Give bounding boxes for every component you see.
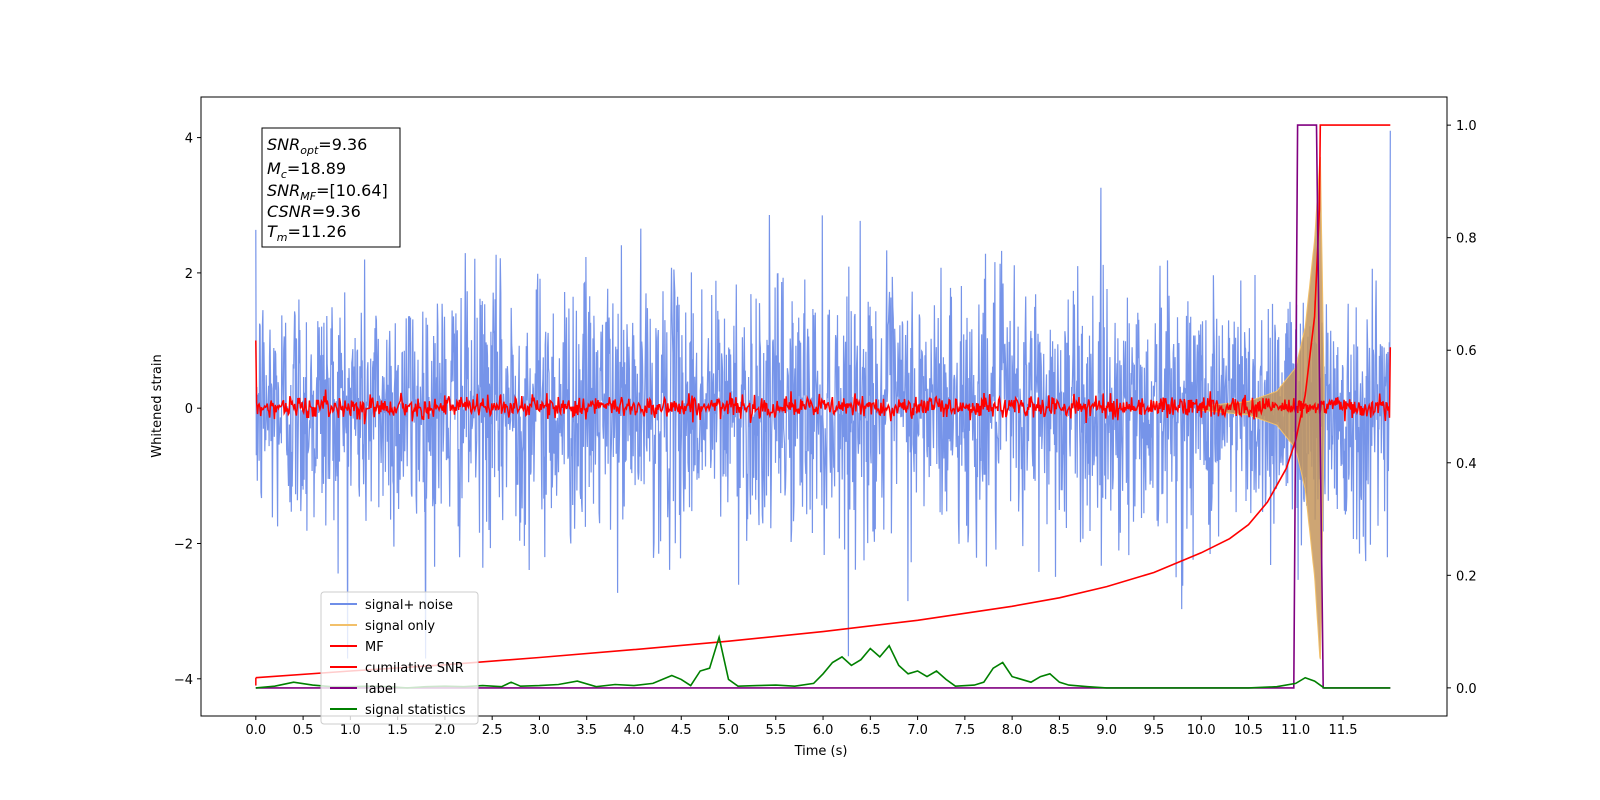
x-tick-label: 7.0	[907, 723, 928, 738]
y-right-tick-label: 0.6	[1456, 344, 1477, 359]
y-right-tick-label: 1.0	[1456, 119, 1477, 134]
plot-frame	[200, 96, 1448, 717]
x-tick-label: 10.5	[1234, 723, 1263, 738]
x-tick-label: 1.0	[340, 723, 361, 738]
y-axis-label: Whitened strain	[150, 354, 165, 457]
x-tick-label: 2.5	[482, 723, 503, 738]
y-left-tick-label: 0	[185, 402, 193, 417]
plot-area	[255, 124, 1392, 689]
legend-label-label: label	[365, 682, 396, 697]
x-tick-label: 5.0	[718, 723, 739, 738]
y-left-tick-label: 2	[185, 267, 193, 282]
annotation-tm: Tm=11.26	[267, 222, 347, 244]
legend: signal+ noise signal only MF cumilative …	[320, 591, 479, 725]
legend-label-mf: MF	[365, 640, 384, 655]
stats-annotation: SNRopt=9.36 Mc=18.89 SNRMF=[10.64] CSNR=…	[261, 127, 401, 248]
legend-box	[320, 591, 479, 725]
x-tick-label: 0.0	[245, 723, 266, 738]
legend-label-signal-only: signal only	[365, 619, 435, 634]
y-axis-right: 0.0 0.2 0.4 0.6 0.8 1.0	[1447, 119, 1477, 697]
legend-item-cumulative-snr: cumilative SNR	[330, 661, 464, 676]
series-signal-statistics	[255, 634, 1391, 689]
x-tick-label: 7.5	[955, 723, 976, 738]
x-tick-label: 3.5	[576, 723, 597, 738]
x-tick-label: 4.0	[624, 723, 645, 738]
y-right-tick-label: 0.0	[1456, 682, 1477, 697]
annotation-snr-mf: SNRMF=[10.64]	[267, 181, 388, 203]
legend-item-signal-noise: signal+ noise	[330, 598, 453, 613]
series-cumulative-snr	[255, 124, 1391, 679]
y-right-tick-label: 0.4	[1456, 457, 1477, 472]
x-tick-label: 5.5	[765, 723, 786, 738]
y-axis-left: −4 −2 0 2 4	[174, 132, 201, 688]
annotation-mc: Mc=18.89	[267, 159, 346, 181]
x-tick-label: 8.0	[1002, 723, 1023, 738]
x-axis-label: Time (s)	[794, 744, 848, 759]
annotation-csnr: CSNR=9.36	[267, 202, 361, 221]
legend-item-label: label	[330, 682, 396, 697]
x-tick-label: 9.0	[1096, 723, 1117, 738]
x-tick-label: 9.5	[1144, 723, 1165, 738]
x-tick-label: 10.0	[1187, 723, 1216, 738]
x-tick-label: 11.5	[1329, 723, 1358, 738]
series-signal-noise	[255, 130, 1391, 659]
legend-item-mf: MF	[330, 640, 384, 655]
x-tick-label: 6.0	[813, 723, 834, 738]
x-tick-label: 11.0	[1281, 723, 1310, 738]
x-tick-label: 3.0	[529, 723, 550, 738]
y-left-tick-label: −4	[174, 673, 193, 688]
x-tick-label: 6.5	[860, 723, 881, 738]
legend-item-signal-statistics: signal statistics	[330, 703, 466, 718]
x-tick-label: 4.5	[671, 723, 692, 738]
legend-label-cumulative-snr: cumilative SNR	[365, 661, 464, 676]
x-tick-label: 0.5	[293, 723, 314, 738]
series-mf	[255, 340, 1392, 425]
x-axis: 0.0 0.5 1.0 1.5 2.0 2.5 3.0 3.5 4.0 4.5 5.0 5.5 6.0 6…	[245, 716, 1357, 738]
annotation-snr-opt: SNRopt=9.36	[267, 135, 367, 157]
legend-label-signal-statistics: signal statistics	[365, 703, 466, 718]
y-left-tick-label: −2	[174, 537, 193, 552]
y-left-tick-label: 4	[185, 132, 193, 147]
x-tick-label: 2.0	[435, 723, 456, 738]
annotation-box	[261, 127, 401, 248]
legend-label-signal-noise: signal+ noise	[365, 598, 453, 613]
y-right-tick-label: 0.2	[1456, 569, 1477, 584]
x-tick-label: 1.5	[387, 723, 408, 738]
legend-item-signal-only: signal only	[330, 619, 435, 634]
y-right-tick-label: 0.8	[1456, 232, 1477, 247]
x-tick-label: 8.5	[1049, 723, 1070, 738]
